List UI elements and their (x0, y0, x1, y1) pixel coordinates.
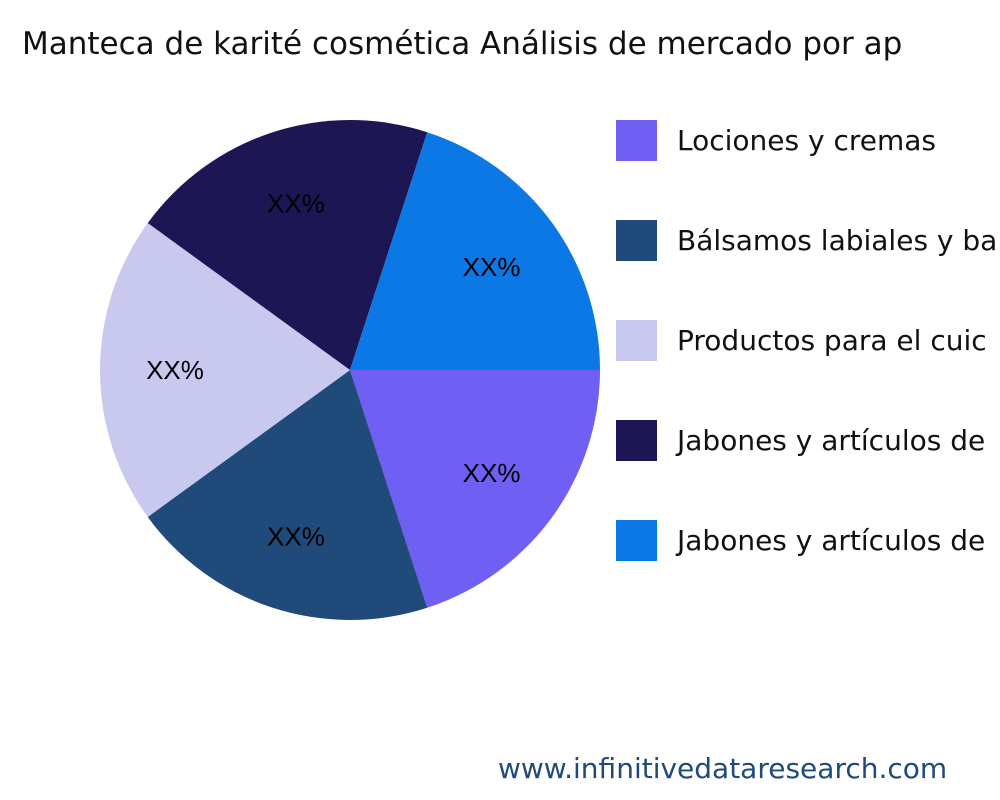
pie-slice[interactable] (147, 120, 428, 370)
pie-slice[interactable] (100, 223, 350, 517)
slice-label: XX% (267, 521, 325, 551)
legend-label: Lociones y cremas (677, 123, 937, 157)
legend-item[interactable]: Bálsamos labiales y ba (616, 219, 997, 261)
slice-label: XX% (463, 252, 521, 282)
watermark: www.infinitivedataresearch.com (498, 752, 948, 785)
legend-item[interactable]: Jabones y artículos de (616, 419, 985, 461)
legend-item[interactable]: Productos para el cuic (616, 319, 987, 361)
legend-label: Jabones y artículos de (677, 423, 986, 457)
legend-label: Jabones y artículos de (677, 523, 986, 557)
pie-slice[interactable] (350, 132, 600, 370)
legend-label: Productos para el cuic (677, 323, 987, 357)
pie-slice[interactable] (147, 370, 428, 620)
pie-slice[interactable] (350, 370, 600, 608)
legend-item[interactable]: Lociones y cremas (616, 119, 936, 161)
slice-label: XX% (267, 189, 325, 219)
chart-title: Manteca de karité cosmética Análisis de … (22, 26, 903, 62)
legend-label: Bálsamos labiales y ba (677, 223, 998, 257)
legend-swatch (616, 519, 657, 561)
legend-item[interactable]: Jabones y artículos de (616, 519, 985, 561)
slice-label: XX% (146, 355, 204, 385)
legend-swatch (616, 319, 657, 361)
legend-swatch (616, 119, 657, 161)
legend-swatch (616, 219, 657, 261)
legend-swatch (616, 419, 657, 461)
slice-label: XX% (463, 458, 521, 488)
